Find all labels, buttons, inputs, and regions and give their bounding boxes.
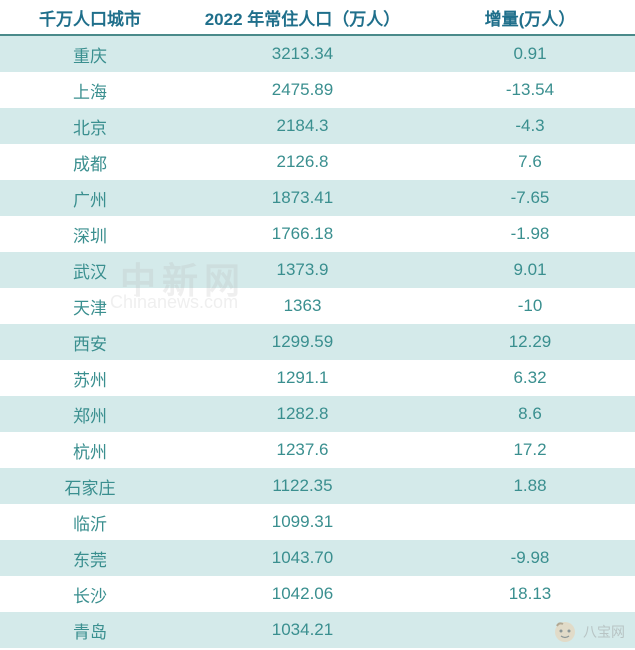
cell-city: 临沂 (0, 510, 180, 535)
cell-city: 郑州 (0, 402, 180, 427)
cell-population: 2184.3 (180, 116, 425, 136)
cell-delta: -1.98 (425, 224, 635, 244)
table-row: 重庆3213.340.91 (0, 36, 635, 72)
table-row: 杭州1237.617.2 (0, 432, 635, 468)
cell-population: 1766.18 (180, 224, 425, 244)
cell-city: 杭州 (0, 438, 180, 463)
cell-population: 2126.8 (180, 152, 425, 172)
cell-population: 1043.70 (180, 548, 425, 568)
table-body: 重庆3213.340.91上海2475.89-13.54北京2184.3-4.3… (0, 36, 635, 648)
table-header-row: 千万人口城市 2022 年常住人口（万人） 增量(万人） (0, 0, 635, 36)
cell-city: 西安 (0, 330, 180, 355)
table-row: 武汉1373.99.01 (0, 252, 635, 288)
cell-city: 广州 (0, 186, 180, 211)
cell-population: 1873.41 (180, 188, 425, 208)
cell-population: 1034.21 (180, 620, 425, 640)
table-row: 郑州1282.88.6 (0, 396, 635, 432)
cell-delta: -13.54 (425, 80, 635, 100)
col-header-population: 2022 年常住人口（万人） (180, 5, 425, 30)
cell-city: 青岛 (0, 618, 180, 643)
cell-delta: 0.91 (425, 44, 635, 64)
cell-delta: -7.65 (425, 188, 635, 208)
cell-delta: 8.6 (425, 404, 635, 424)
cell-delta: 7.6 (425, 152, 635, 172)
cell-city: 深圳 (0, 222, 180, 247)
cell-city: 长沙 (0, 582, 180, 607)
cell-population: 1237.6 (180, 440, 425, 460)
cell-delta: -9.98 (425, 548, 635, 568)
table-row: 天津1363-10 (0, 288, 635, 324)
cell-delta: 6.32 (425, 368, 635, 388)
table-row: 临沂1099.31 (0, 504, 635, 540)
table-row: 北京2184.3-4.3 (0, 108, 635, 144)
cell-population: 3213.34 (180, 44, 425, 64)
cell-population: 1042.06 (180, 584, 425, 604)
cell-delta: -4.3 (425, 116, 635, 136)
cell-population: 1373.9 (180, 260, 425, 280)
cell-city: 成都 (0, 150, 180, 175)
cell-delta: 17.2 (425, 440, 635, 460)
col-header-delta: 增量(万人） (425, 5, 635, 30)
cell-city: 石家庄 (0, 474, 180, 499)
cell-city: 东莞 (0, 546, 180, 571)
cell-delta: 9.01 (425, 260, 635, 280)
cell-city: 重庆 (0, 42, 180, 67)
table-row: 上海2475.89-13.54 (0, 72, 635, 108)
cell-city: 苏州 (0, 366, 180, 391)
table-row: 东莞1043.70-9.98 (0, 540, 635, 576)
cell-city: 上海 (0, 78, 180, 103)
table-row: 青岛1034.21 (0, 612, 635, 648)
table-row: 广州1873.41-7.65 (0, 180, 635, 216)
cell-city: 北京 (0, 114, 180, 139)
cell-city: 武汉 (0, 258, 180, 283)
cell-delta: 12.29 (425, 332, 635, 352)
population-table: 千万人口城市 2022 年常住人口（万人） 增量(万人） 重庆3213.340.… (0, 0, 635, 648)
cell-population: 1291.1 (180, 368, 425, 388)
cell-population: 1363 (180, 296, 425, 316)
cell-population: 1122.35 (180, 476, 425, 496)
table-row: 长沙1042.0618.13 (0, 576, 635, 612)
cell-city: 天津 (0, 294, 180, 319)
cell-population: 1299.59 (180, 332, 425, 352)
cell-population: 1282.8 (180, 404, 425, 424)
table-row: 成都2126.87.6 (0, 144, 635, 180)
col-header-city: 千万人口城市 (0, 5, 180, 30)
table-row: 西安1299.5912.29 (0, 324, 635, 360)
cell-population: 2475.89 (180, 80, 425, 100)
table-row: 深圳1766.18-1.98 (0, 216, 635, 252)
cell-delta: -10 (425, 296, 635, 316)
cell-delta: 18.13 (425, 584, 635, 604)
table-row: 苏州1291.16.32 (0, 360, 635, 396)
cell-population: 1099.31 (180, 512, 425, 532)
table-row: 石家庄1122.351.88 (0, 468, 635, 504)
cell-delta: 1.88 (425, 476, 635, 496)
